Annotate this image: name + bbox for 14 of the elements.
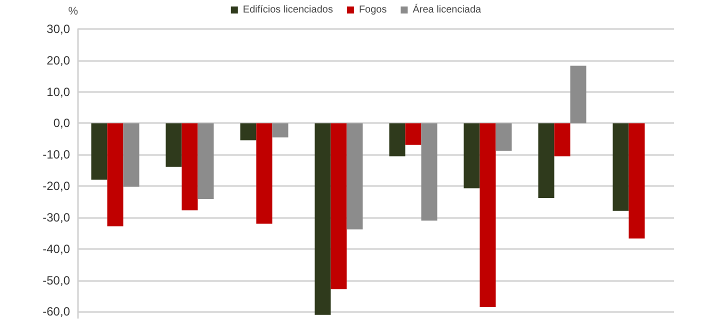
y-tick-label: 10,0 — [46, 84, 70, 99]
y-tick-label: -40,0 — [42, 242, 70, 256]
y-tick-label: -30,0 — [42, 210, 70, 224]
y-axis-title: % — [68, 6, 78, 18]
y-tick-label: 30,0 — [46, 22, 70, 36]
legend-label: Área licenciada — [412, 4, 482, 16]
legend-label: Edifícios licenciados — [242, 4, 333, 16]
y-tick-label: -60,0 — [42, 304, 70, 319]
y-tick-label: -20,0 — [42, 179, 70, 194]
y-tick-label: 20,0 — [46, 53, 70, 68]
legend-label: Fogos — [358, 4, 387, 16]
y-tick-label: -10,0 — [42, 148, 70, 162]
y-tick-label: 0,0 — [53, 116, 70, 130]
y-tick-label: -50,0 — [42, 273, 70, 288]
